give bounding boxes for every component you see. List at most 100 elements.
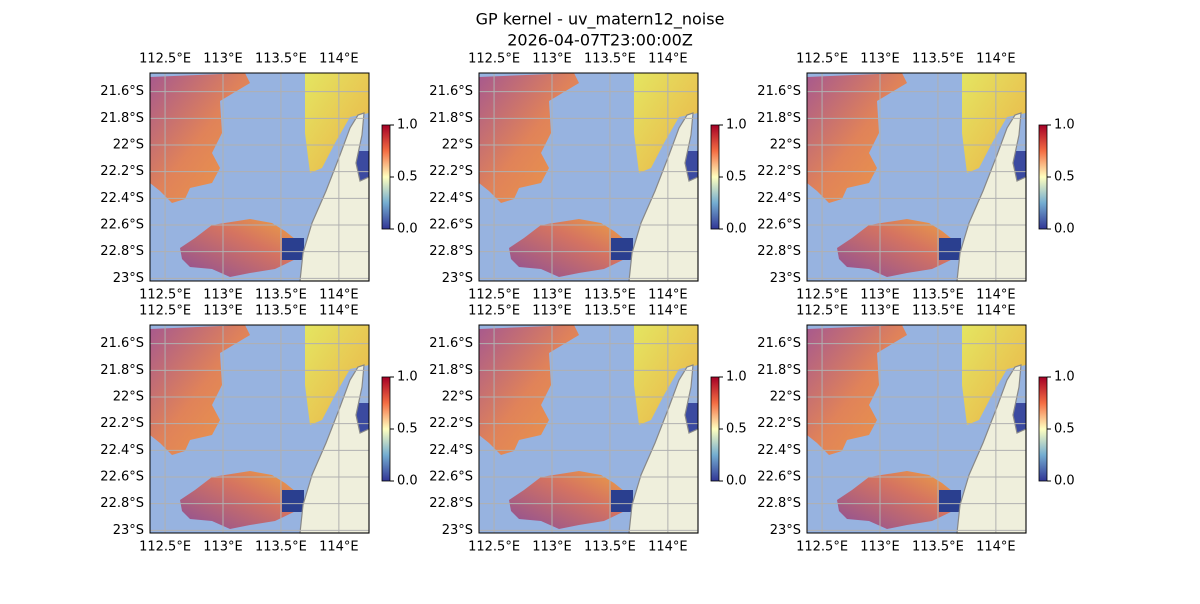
lon-tick-label: 113°E bbox=[203, 540, 243, 555]
colorbar-tick-label: 0.5 bbox=[397, 170, 418, 185]
lat-tick-label: 21.6°S bbox=[100, 84, 144, 99]
land bbox=[956, 364, 1027, 534]
map-panel: 112.5°E 112.5°E 113°E 113°E 113.5°E 113.5°E 11… bbox=[757, 304, 1074, 555]
lon-tick-label: 113°E bbox=[203, 52, 243, 67]
lon-tick-label: 112.5°E bbox=[796, 52, 848, 67]
lat-tick-label: 22.6°S bbox=[757, 470, 801, 485]
lon-tick-label: 112.5°E bbox=[139, 540, 191, 555]
lat-tick-label: 22°S bbox=[770, 138, 801, 153]
lon-tick-label: 113.5°E bbox=[584, 304, 636, 319]
lon-tick-label: 113.5°E bbox=[255, 288, 307, 303]
lon-tick-label: 113°E bbox=[860, 52, 900, 67]
field-low bbox=[1013, 403, 1026, 433]
lon-tick-label: 114°E bbox=[319, 288, 359, 303]
lat-tick-label: 22.6°S bbox=[100, 470, 144, 485]
lat-tick-label: 21.8°S bbox=[429, 363, 473, 378]
lon-tick-label: 113°E bbox=[860, 304, 900, 319]
lat-tick-label: 21.6°S bbox=[757, 84, 801, 99]
lon-tick-label: 113.5°E bbox=[584, 540, 636, 555]
map-frame bbox=[149, 324, 370, 534]
lon-tick-label: 113.5°E bbox=[912, 52, 964, 67]
lon-tick-label: 113°E bbox=[532, 304, 572, 319]
field-low bbox=[356, 151, 369, 181]
field-low bbox=[611, 490, 633, 512]
lat-tick-label: 23°S bbox=[113, 271, 144, 286]
lon-tick-label: 113°E bbox=[203, 288, 243, 303]
lon-tick-label: 113°E bbox=[532, 52, 572, 67]
lat-tick-label: 22.2°S bbox=[757, 164, 801, 179]
field-low bbox=[282, 490, 304, 512]
field-north-west bbox=[807, 73, 907, 203]
colorbar-tick-label: 1.0 bbox=[397, 118, 418, 133]
map-frame bbox=[149, 72, 370, 282]
field-north-east bbox=[305, 73, 369, 173]
lon-tick-label: 112.5°E bbox=[468, 304, 520, 319]
colorbar-tick-label: 1.0 bbox=[397, 370, 418, 385]
field-low bbox=[611, 238, 633, 260]
lat-tick-label: 22°S bbox=[770, 390, 801, 405]
lat-tick-label: 21.8°S bbox=[100, 111, 144, 126]
lon-tick-label: 113.5°E bbox=[912, 288, 964, 303]
field-low bbox=[685, 403, 698, 433]
field-low bbox=[1013, 151, 1026, 181]
lat-tick-label: 22°S bbox=[442, 138, 473, 153]
field-north-east bbox=[305, 325, 369, 425]
lat-tick-label: 22.4°S bbox=[100, 191, 144, 206]
colorbar-tick-label: 0.0 bbox=[726, 474, 747, 489]
colorbar-tick-label: 0.0 bbox=[1054, 474, 1075, 489]
lat-tick-label: 22.8°S bbox=[100, 244, 144, 259]
lon-tick-label: 112.5°E bbox=[468, 52, 520, 67]
lon-tick-label: 114°E bbox=[976, 52, 1016, 67]
field-south bbox=[180, 219, 300, 277]
lon-tick-label: 114°E bbox=[976, 288, 1016, 303]
colorbar bbox=[710, 124, 720, 230]
lat-tick-label: 21.6°S bbox=[429, 84, 473, 99]
map-frame bbox=[806, 72, 1027, 282]
lat-tick-label: 22.2°S bbox=[100, 164, 144, 179]
map-panel: 112.5°E 112.5°E 113°E 113°E 113.5°E 113.5°E 11… bbox=[100, 52, 417, 303]
lat-tick-label: 23°S bbox=[770, 271, 801, 286]
lon-tick-label: 113.5°E bbox=[584, 52, 636, 67]
lat-tick-label: 22.6°S bbox=[100, 218, 144, 233]
lon-tick-label: 112.5°E bbox=[796, 288, 848, 303]
lat-tick-label: 22°S bbox=[113, 390, 144, 405]
lat-tick-label: 23°S bbox=[113, 523, 144, 538]
colorbar-tick-label: 0.5 bbox=[726, 170, 747, 185]
lat-tick-label: 21.6°S bbox=[429, 336, 473, 351]
lon-tick-label: 113.5°E bbox=[255, 540, 307, 555]
colorbar-tick-label: 1.0 bbox=[1054, 118, 1075, 133]
lat-tick-label: 22.6°S bbox=[429, 470, 473, 485]
lon-tick-label: 114°E bbox=[976, 540, 1016, 555]
colorbar-tick-label: 0.5 bbox=[1054, 422, 1075, 437]
lon-tick-label: 112.5°E bbox=[796, 304, 848, 319]
lat-tick-label: 22.8°S bbox=[757, 496, 801, 511]
map-panel: 112.5°E 112.5°E 113°E 113°E 113.5°E 113.5°E 11… bbox=[429, 52, 746, 303]
lon-tick-label: 113.5°E bbox=[912, 304, 964, 319]
lat-tick-label: 23°S bbox=[442, 271, 473, 286]
lon-tick-label: 114°E bbox=[976, 304, 1016, 319]
land bbox=[299, 112, 370, 282]
field-north-east bbox=[962, 73, 1026, 173]
lat-tick-label: 23°S bbox=[442, 523, 473, 538]
field-low bbox=[356, 403, 369, 433]
lat-tick-label: 23°S bbox=[770, 523, 801, 538]
field-south bbox=[837, 219, 957, 277]
lat-tick-label: 22.8°S bbox=[429, 496, 473, 511]
field-south bbox=[509, 471, 629, 529]
lat-tick-label: 21.6°S bbox=[100, 336, 144, 351]
lon-tick-label: 113°E bbox=[532, 540, 572, 555]
colorbar-tick-label: 0.0 bbox=[726, 222, 747, 237]
field-north-east bbox=[634, 73, 698, 173]
field-low bbox=[685, 151, 698, 181]
lat-tick-label: 21.8°S bbox=[757, 363, 801, 378]
lon-tick-label: 114°E bbox=[319, 304, 359, 319]
lon-tick-label: 113°E bbox=[860, 540, 900, 555]
lon-tick-label: 112.5°E bbox=[139, 288, 191, 303]
lon-tick-label: 114°E bbox=[648, 540, 688, 555]
lat-tick-label: 22.2°S bbox=[757, 416, 801, 431]
lon-tick-label: 112.5°E bbox=[139, 304, 191, 319]
land bbox=[628, 112, 699, 282]
lon-tick-label: 114°E bbox=[319, 52, 359, 67]
lon-tick-label: 113.5°E bbox=[255, 52, 307, 67]
